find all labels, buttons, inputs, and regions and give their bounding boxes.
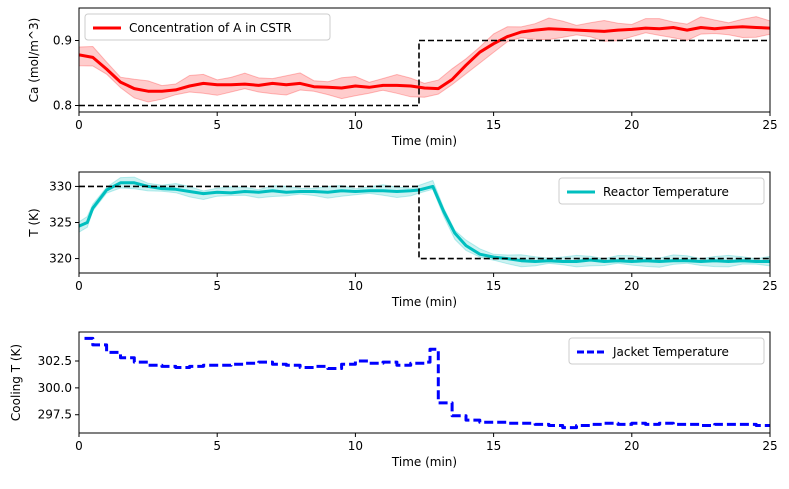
legend-label: Concentration of A in CSTR [129,21,292,35]
x-axis-label: Time (min) [391,134,457,148]
concentration-of-a-in-cstr-band [79,16,770,103]
axes-frame [78,7,771,113]
jacket-temperature-line [84,336,770,430]
y-tick-label: 0.9 [53,34,72,48]
legend-label: Reactor Temperature [603,185,729,199]
y-tick-label: 297.5 [38,408,72,422]
axes-frame [78,331,771,434]
legend-box [84,13,331,41]
chart-panel-1: 0 5 10 15 20 25 0.8 0.9 Time (min) Ca (mol/m^3) Co… [27,7,778,148]
x-tick-label: 15 [486,118,501,132]
x-tick-label: 15 [486,279,501,293]
legend-box [568,337,765,365]
y-tick-label: 330 [49,179,72,193]
x-axis-label: Time (min) [391,455,457,469]
x-tick-label: 5 [213,118,221,132]
y-tick-label: 300.0 [38,381,72,395]
x-tick-label: 10 [348,279,363,293]
legend-label: Jacket Temperature [612,345,729,359]
plot-area [79,176,770,268]
x-tick-label: 5 [213,439,221,453]
chart-panel-2: 0 5 10 15 20 25 320 325 330 Time (min) T (K) Reacto… [27,171,778,309]
concentration-of-a-in-cstr-line [79,25,770,93]
y-tick-label: 320 [49,252,72,266]
y-tick-label: 325 [49,216,72,230]
setpoint-line [79,185,770,260]
x-tick-label: 20 [624,118,639,132]
x-axis-label: Time (min) [391,295,457,309]
x-tick-label: 10 [348,439,363,453]
x-tick-label: 5 [213,279,221,293]
x-tick-label: 25 [762,279,777,293]
y-tick-label: 302.5 [38,354,72,368]
x-tick-label: 0 [75,439,83,453]
plot-area [84,336,770,430]
x-tick-label: 10 [348,118,363,132]
x-tick-label: 25 [762,118,777,132]
x-tick-label: 0 [75,118,83,132]
y-tick-label: 0.8 [53,99,72,113]
setpoint-line [79,39,770,107]
y-axis-label: Ca (mol/m^3) [27,18,41,103]
legend: Jacket Temperature [568,337,765,365]
y-axis-label: T (K) [27,208,41,237]
legend: Reactor Temperature [558,177,765,205]
chart-panel-3: 0 5 10 15 20 25 297.5 300.0 302.5 Time (min) Cooli… [9,331,778,469]
x-tick-label: 0 [75,279,83,293]
y-axis-label: Cooling T (K) [9,344,23,421]
legend-box [558,177,765,205]
x-tick-label: 25 [762,439,777,453]
legend: Concentration of A in CSTR [84,13,331,41]
x-tick-label: 20 [624,439,639,453]
x-tick-label: 20 [624,279,639,293]
x-tick-label: 15 [486,439,501,453]
plot-area [79,16,770,107]
